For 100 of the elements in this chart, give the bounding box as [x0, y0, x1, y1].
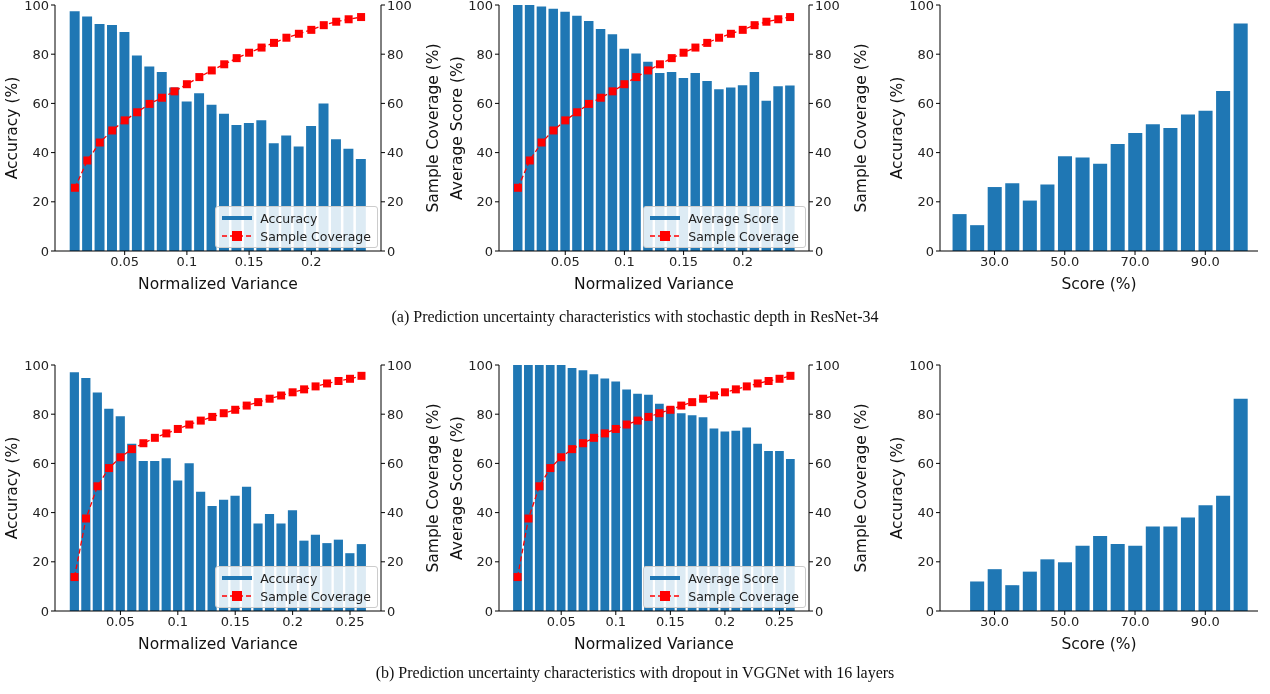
- y-tick-label: 20: [32, 554, 49, 570]
- y2-tick-label: 0: [387, 603, 396, 619]
- x-tick-label: 30.0: [979, 614, 1009, 630]
- y-tick-label: 0: [484, 243, 493, 259]
- text: (b) Prediction uncertainty characteristics with dropout in VGGNet with 16 layers: [374, 664, 896, 682]
- y-tick-label: 40: [476, 505, 493, 521]
- y2-tick-label: 0: [387, 243, 396, 259]
- x-tick-label: 0.05: [546, 614, 576, 630]
- y2-tick-label: 80: [815, 406, 832, 422]
- y-tick-label: 0: [925, 243, 934, 259]
- y2-axis-title: Sample Coverage (%): [852, 403, 870, 573]
- y-tick-label: 60: [476, 456, 493, 472]
- y-tick-label: 20: [476, 554, 493, 570]
- y-tick-label: 40: [32, 145, 49, 161]
- y-axis-title: Average Score (%): [448, 56, 466, 200]
- x-tick-label: 0.2: [300, 254, 322, 270]
- y-tick-label: 0: [484, 603, 493, 619]
- x-axis-title: Normalized Variance: [574, 635, 734, 653]
- x-tick-label: 0.2: [282, 614, 303, 630]
- y-tick-label: 80: [917, 406, 934, 422]
- x-tick-label: 0.05: [550, 254, 580, 270]
- y-tick-label: 60: [32, 96, 49, 112]
- y2-tick-label: 20: [387, 194, 404, 210]
- y-tick-label: 0: [40, 243, 49, 259]
- x-tick-label: 70.0: [1120, 614, 1150, 630]
- y-tick-label: 80: [476, 406, 493, 422]
- y2-tick-label: 100: [387, 357, 412, 373]
- y2-tick-label: 60: [387, 456, 404, 472]
- y-tick-label: 40: [917, 505, 934, 521]
- y-tick-label: 60: [917, 456, 934, 472]
- y-tick-label: 100: [24, 0, 49, 13]
- y-tick-label: 20: [32, 194, 49, 210]
- y2-tick-label: 0: [815, 603, 824, 619]
- y-axis-title: Accuracy (%): [3, 76, 21, 180]
- legend-label: Average Score: [688, 210, 779, 226]
- y2-axis-title: Sample Coverage (%): [424, 43, 442, 213]
- x-tick-label: 30.0: [979, 254, 1009, 270]
- y2-tick-label: 100: [815, 357, 840, 373]
- y2-axis-title: Sample Coverage (%): [424, 403, 442, 573]
- x-axis-title: Score (%): [1061, 635, 1137, 653]
- x-tick-label: 0.15: [669, 254, 699, 270]
- y2-tick-label: 40: [387, 145, 404, 161]
- y-tick-label: 100: [468, 357, 493, 373]
- x-tick-label: 0.1: [167, 614, 189, 630]
- x-tick-label: 90.0: [1190, 254, 1220, 270]
- x-tick-label: 0.1: [614, 254, 635, 270]
- x-tick-label: 90.0: [1190, 614, 1220, 630]
- y-tick-label: 100: [909, 357, 934, 373]
- y-tick-label: 60: [917, 96, 934, 112]
- y-tick-label: 80: [32, 46, 49, 62]
- x-tick-label: 0.1: [176, 254, 198, 270]
- x-tick-label: 0.05: [110, 254, 140, 270]
- y-axis-title: Accuracy (%): [888, 436, 906, 540]
- legend-label: Sample Coverage: [688, 588, 799, 604]
- y2-tick-label: 40: [387, 505, 404, 521]
- y2-tick-label: 80: [387, 46, 404, 62]
- x-tick-label: 0.2: [732, 254, 754, 270]
- y2-tick-label: 0: [815, 243, 824, 259]
- x-tick-label: 50.0: [1050, 254, 1080, 270]
- y2-tick-label: 20: [387, 554, 404, 570]
- y-axis-title: Average Score (%): [448, 416, 466, 560]
- y2-tick-label: 20: [815, 554, 832, 570]
- x-axis-title: Normalized Variance: [138, 635, 298, 653]
- y-tick-label: 60: [476, 96, 493, 112]
- y-tick-label: 80: [917, 46, 934, 62]
- y-tick-label: 0: [40, 603, 49, 619]
- x-tick-label: 0.15: [220, 614, 250, 630]
- legend-label: Sample Coverage: [260, 588, 371, 604]
- y-tick-label: 80: [476, 46, 493, 62]
- y-tick-label: 20: [917, 554, 934, 570]
- y-tick-label: 100: [468, 0, 493, 13]
- y-axis-title: Accuracy (%): [888, 76, 906, 180]
- x-axis-title: Score (%): [1061, 275, 1137, 293]
- y-tick-label: 40: [32, 505, 49, 521]
- y2-tick-label: 20: [815, 194, 832, 210]
- y-axis-title: Accuracy (%): [3, 436, 21, 540]
- y-tick-label: 0: [925, 603, 934, 619]
- y2-tick-label: 60: [815, 456, 832, 472]
- y2-tick-label: 60: [815, 96, 832, 112]
- legend-label: Sample Coverage: [688, 228, 799, 244]
- y2-tick-label: 100: [387, 0, 412, 13]
- y-tick-label: 100: [909, 0, 934, 13]
- y2-axis-title: Sample Coverage (%): [852, 43, 870, 213]
- y-tick-label: 80: [32, 406, 49, 422]
- y-tick-label: 100: [24, 357, 49, 373]
- x-tick-label: 0.25: [335, 614, 365, 630]
- legend-label: Accuracy: [260, 210, 318, 226]
- y-tick-label: 40: [476, 145, 493, 161]
- legend-label: Sample Coverage: [260, 228, 371, 244]
- y-tick-label: 20: [476, 194, 493, 210]
- y-tick-label: 20: [917, 194, 934, 210]
- x-tick-label: 0.2: [714, 614, 736, 630]
- x-tick-label: 0.15: [234, 254, 264, 270]
- x-axis-title: Normalized Variance: [574, 275, 734, 293]
- legend-label: Average Score: [688, 570, 779, 586]
- y2-tick-label: 80: [387, 406, 404, 422]
- x-tick-label: 0.05: [105, 614, 135, 630]
- x-axis-title: Normalized Variance: [138, 275, 298, 293]
- x-tick-label: 50.0: [1050, 614, 1080, 630]
- x-tick-label: 0.25: [765, 614, 794, 630]
